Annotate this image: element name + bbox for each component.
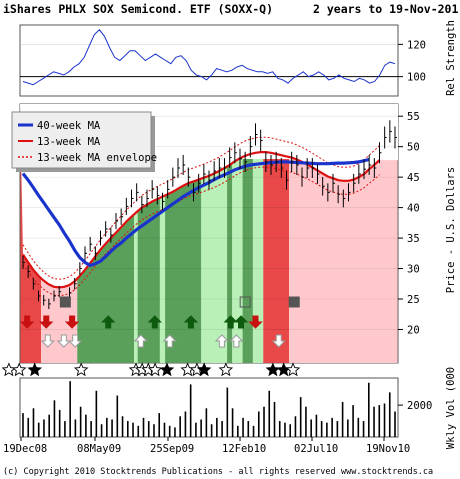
signal-zone-bullish-strong — [227, 159, 233, 363]
legend: 40-week MA 13-week MA 13-week MA envelop… — [11, 111, 157, 172]
signal-square — [239, 296, 251, 308]
signal-zone-bullish-weak — [159, 159, 166, 363]
price-tick-label: 55 — [407, 111, 420, 123]
star-filled-icon — [196, 362, 212, 377]
star-filled-icon — [159, 362, 175, 377]
x-tick-label: 02Jul10 — [294, 443, 338, 455]
price-panel: 20 25 30 35 40 45 50 55 Price - U.S. Dollars 40… — [11, 103, 457, 364]
star-filled-icon — [265, 362, 281, 377]
ma40-line — [21, 157, 370, 268]
rs-plot-frame — [19, 24, 399, 97]
envelope-upper-line — [22, 136, 380, 280]
chart-period: 2 years to 19-Nov-201 — [313, 2, 458, 16]
signal-arrow-up — [101, 315, 116, 329]
star-marker-row — [1, 362, 301, 377]
envelope-lower-line — [22, 166, 380, 297]
signal-arrow-down — [40, 334, 56, 348]
rs-tick-label: 100 — [407, 72, 426, 84]
signal-arrow-up — [229, 334, 244, 348]
x-tick-label: 12Feb10 — [222, 443, 266, 455]
signal-arrow-up — [147, 315, 162, 329]
star-outline-icon — [11, 362, 27, 377]
signal-arrow-down — [271, 334, 286, 348]
price-tick-label: 25 — [407, 294, 420, 306]
rs-tick-label: 120 — [407, 39, 426, 51]
legend-label-ma40: 40-week MA — [37, 120, 101, 132]
footer-site: www.stocktrends.ca — [341, 467, 433, 477]
signal-arrow-down — [67, 334, 83, 348]
x-tick-label: 08May09 — [77, 443, 121, 455]
vol-tick-label: 2000 — [407, 400, 432, 412]
relative-strength-panel: 100 120 Rel Strength — [19, 20, 457, 97]
x-tick-label: 19Nov10 — [366, 443, 410, 455]
legend-box — [11, 111, 152, 169]
price-tick-label: 50 — [407, 142, 420, 154]
star-filled-icon — [27, 362, 43, 377]
rs-line — [22, 29, 396, 86]
signal-zone-bullish-strong — [137, 159, 160, 363]
x-tick-label: 25Sep09 — [150, 443, 194, 455]
signal-arrow-up — [133, 334, 149, 348]
price-tick-label: 30 — [407, 264, 420, 276]
vol-plot-frame — [19, 377, 399, 438]
signal-arrow-up — [233, 315, 249, 329]
x-tick-label: 19Dec08 — [3, 443, 47, 455]
signal-square — [59, 296, 71, 308]
price-tick-label: 40 — [407, 203, 420, 215]
signal-arrow-up — [162, 334, 177, 348]
vol-ylabel: Wkly Vol (000 — [445, 367, 457, 449]
price-tick-label: 20 — [407, 324, 420, 336]
signal-arrow-down — [39, 315, 54, 329]
price-ylabel: Price - U.S. Dollars — [445, 167, 457, 293]
signal-square — [288, 296, 300, 308]
ma13-line — [22, 151, 381, 289]
price-tick-label: 45 — [407, 172, 420, 184]
signal-zone-bullish-strong — [242, 159, 253, 363]
signal-arrow-down — [248, 315, 263, 329]
star-outline-icon — [147, 362, 163, 377]
legend-label-envelope: 13-week MA envelope — [37, 152, 157, 164]
star-outline-icon — [218, 362, 234, 377]
signal-arrow-down — [64, 315, 80, 329]
price-tick-label: 35 — [407, 233, 420, 245]
chart-title: iShares PHLX SOX Semicond. ETF (SOXX-Q) — [3, 2, 273, 16]
signal-zone-bearish-strong — [263, 159, 290, 363]
volume-panel: 2000 Wkly Vol (000 — [19, 367, 457, 449]
signal-zone-bullish-weak — [232, 159, 243, 363]
signal-zone-bullish-weak — [134, 159, 140, 363]
star-outline-icon — [73, 362, 89, 377]
signal-arrow-up — [183, 315, 199, 329]
star-outline-icon — [285, 362, 301, 377]
footer-copyright: (c) Copyright 2010 Stocktrends Publicati… — [3, 467, 336, 477]
star-outline-icon — [1, 362, 17, 377]
signal-zone-bearish-weak — [289, 159, 398, 363]
legend-label-ma13: 13-week MA — [37, 136, 101, 148]
x-axis: 19Dec08 08May09 25Sep09 12Feb10 02Jul10 19Nov… — [3, 437, 410, 455]
signal-zone-bullish-weak — [252, 159, 264, 363]
signal-arrow-up — [214, 334, 230, 348]
signal-zone-bullish-weak — [201, 159, 228, 363]
rs-ylabel: Rel Strength — [445, 20, 457, 96]
signal-arrow-down — [19, 315, 35, 329]
